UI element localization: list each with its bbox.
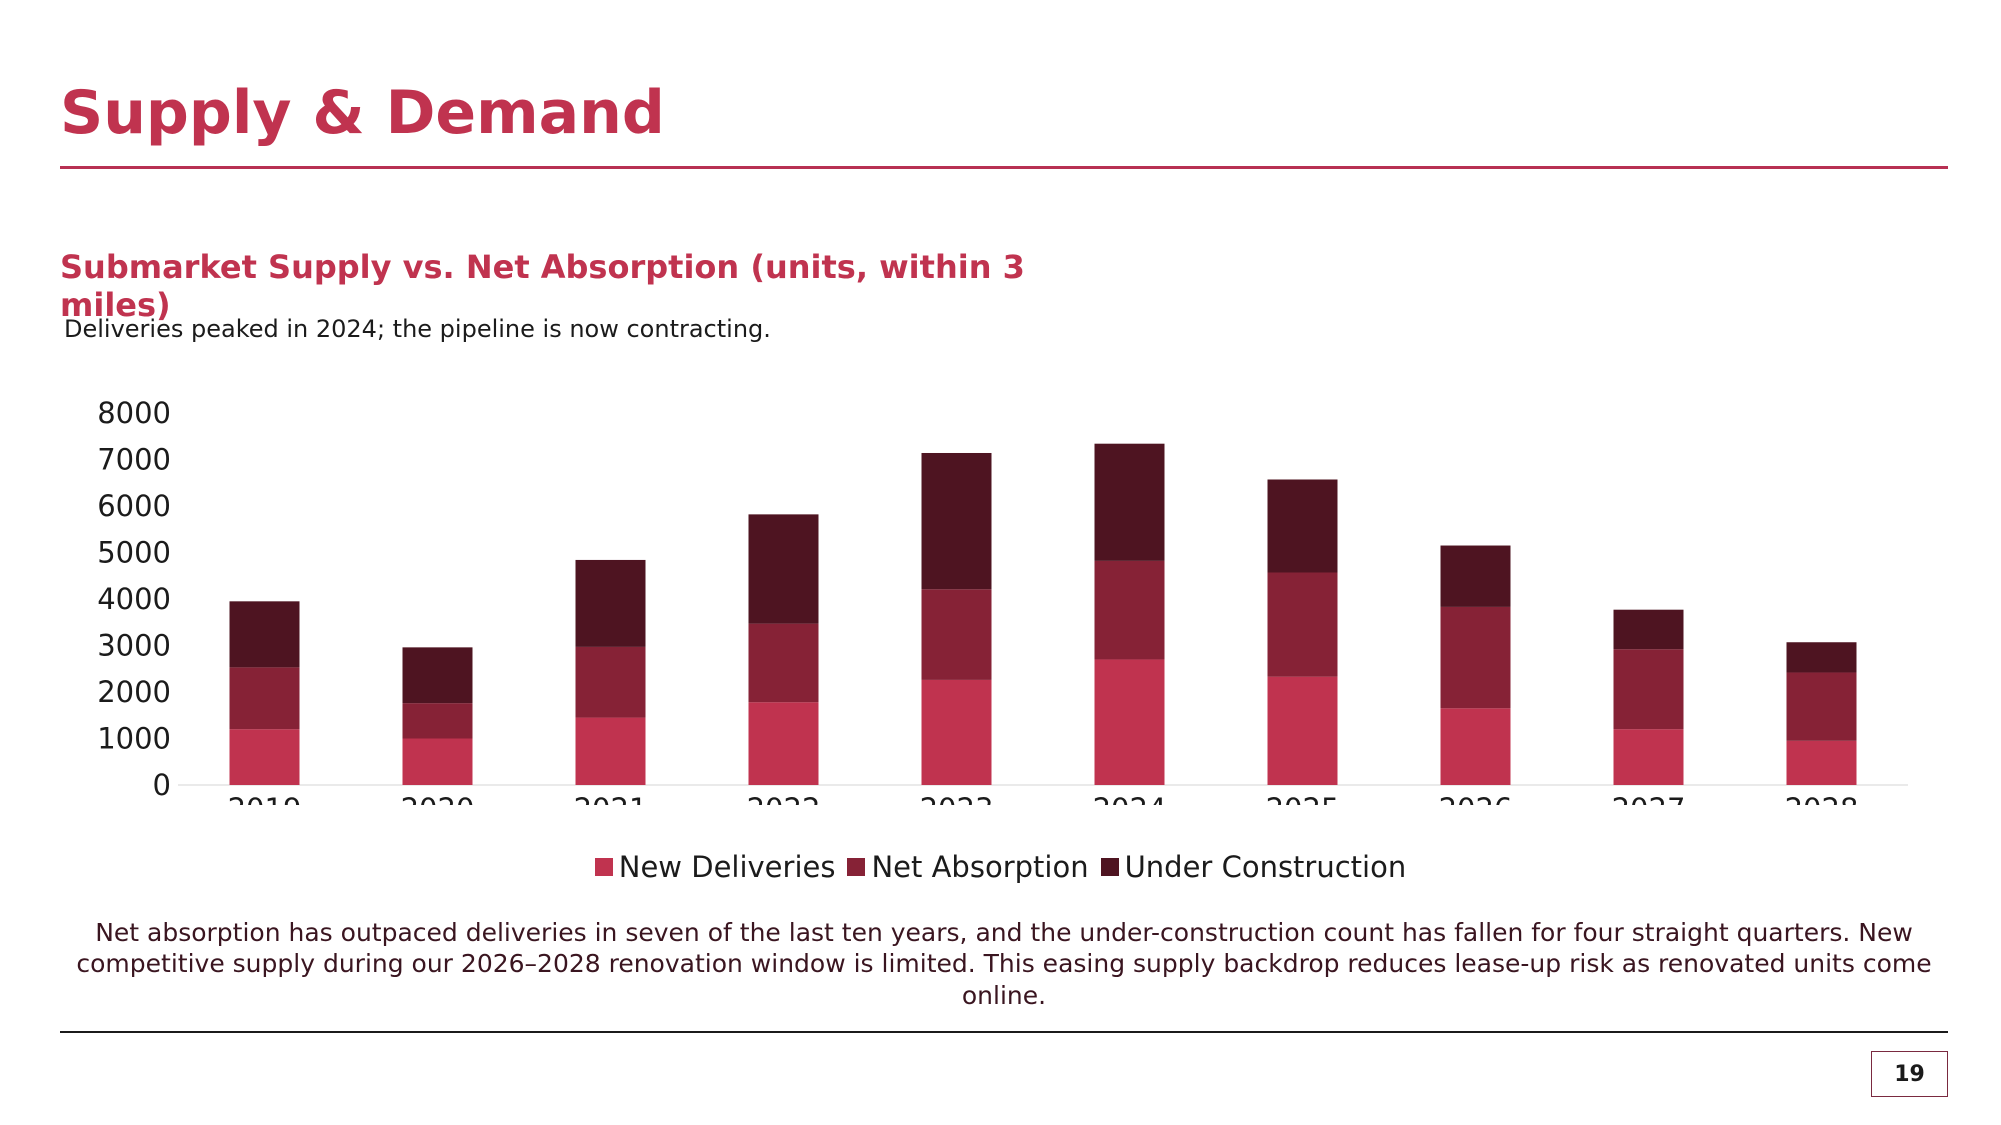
x-tick-label: 2020: [401, 792, 475, 805]
y-tick-label: 0: [153, 768, 171, 802]
bar-new-deliveries-2020: [402, 738, 473, 785]
y-tick-label: 8000: [97, 396, 171, 430]
bar-under-construction-2022: [748, 514, 819, 624]
legend-swatch: [1100, 858, 1119, 876]
legend-item: Under Construction: [1100, 850, 1407, 884]
x-tick-label: 2025: [1266, 792, 1340, 805]
bar-new-deliveries-2022: [748, 702, 819, 785]
bar-net-absorption-2022: [748, 623, 819, 703]
slide-commentary: Net absorption has outpaced deliveries i…: [76, 918, 1932, 1010]
bar-net-absorption-2023: [921, 589, 992, 680]
bar-net-absorption-2026: [1440, 606, 1511, 709]
bar-new-deliveries-2019: [229, 729, 300, 785]
chart-subtitle: Deliveries peaked in 2024; the pipeline …: [64, 315, 771, 343]
bar-net-absorption-2019: [229, 667, 300, 730]
bar-new-deliveries-2025: [1267, 676, 1338, 785]
y-tick-label: 1000: [97, 722, 171, 756]
x-tick-label: 2021: [574, 792, 648, 805]
y-tick-label: 7000: [97, 443, 171, 477]
bar-under-construction-2027: [1613, 609, 1684, 650]
page-number: 19: [1871, 1051, 1948, 1097]
slide-title: Supply & Demand: [60, 78, 665, 148]
bar-new-deliveries-2028: [1786, 740, 1857, 785]
bar-under-construction-2028: [1786, 642, 1857, 673]
bar-under-construction-2021: [575, 559, 646, 647]
y-tick-label: 3000: [97, 629, 171, 663]
legend-item: Net Absorption: [847, 850, 1089, 884]
legend-label: Net Absorption: [871, 850, 1089, 884]
bar-under-construction-2019: [229, 601, 300, 668]
chart-legend: New Deliveries Net Absorption Under Constr…: [0, 850, 2001, 884]
x-axis-labels: 2019 2020 2021 2022 2023 2024 2025 2026 2027 2028: [228, 792, 1859, 805]
bar-net-absorption-2021: [575, 646, 646, 718]
bar-under-construction-2020: [402, 647, 473, 704]
x-tick-label: 2027: [1612, 792, 1686, 805]
bar-under-construction-2024: [1094, 443, 1165, 561]
bar-net-absorption-2024: [1094, 560, 1165, 660]
legend-swatch: [594, 858, 613, 876]
bar-new-deliveries-2027: [1613, 729, 1684, 785]
y-tick-label: 4000: [97, 582, 171, 616]
bar-new-deliveries-2026: [1440, 708, 1511, 785]
bar-new-deliveries-2021: [575, 717, 646, 785]
y-tick-label: 6000: [97, 489, 171, 523]
legend-label: New Deliveries: [618, 850, 836, 884]
y-tick-label: 2000: [97, 675, 171, 709]
x-tick-label: 2028: [1785, 792, 1859, 805]
chart-title: Submarket Supply vs. Net Absorption (uni…: [60, 248, 1025, 325]
x-tick-label: 2026: [1439, 792, 1513, 805]
legend-item: New Deliveries: [594, 850, 836, 884]
y-tick-label: 5000: [97, 536, 171, 570]
x-tick-label: 2019: [228, 792, 302, 805]
bar-under-construction-2023: [921, 452, 992, 590]
legend-swatch: [847, 858, 866, 876]
x-tick-label: 2022: [747, 792, 821, 805]
x-tick-label: 2023: [920, 792, 994, 805]
legend-label: Under Construction: [1124, 850, 1407, 884]
x-tick-label: 2024: [1093, 792, 1167, 805]
bar-new-deliveries-2024: [1094, 659, 1165, 785]
bar-net-absorption-2020: [402, 703, 473, 739]
footer-divider: [60, 1031, 1948, 1033]
title-divider: [60, 166, 1948, 169]
bar-stacks: [229, 443, 1857, 785]
bar-net-absorption-2027: [1613, 649, 1684, 730]
bar-net-absorption-2025: [1267, 572, 1338, 677]
bar-under-construction-2026: [1440, 545, 1511, 607]
bar-new-deliveries-2023: [921, 679, 992, 785]
bar-net-absorption-2028: [1786, 672, 1857, 741]
y-axis-labels: 0 1000 2000 3000 4000 5000 6000 7000 8000: [97, 396, 171, 802]
bar-under-construction-2025: [1267, 479, 1338, 573]
